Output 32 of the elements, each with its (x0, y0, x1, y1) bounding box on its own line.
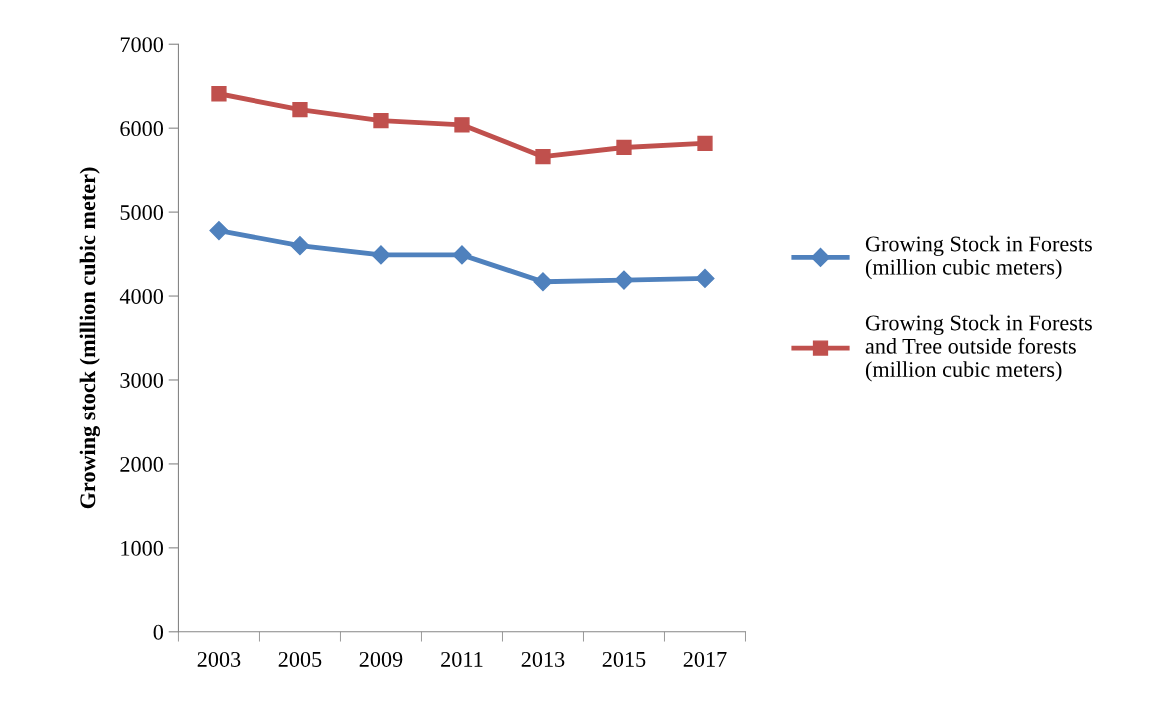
point (452, 245, 472, 265)
y-tick-label: 5000 (120, 205, 164, 221)
point (373, 112, 389, 129)
legend-label: Growing Stock in Forests (million cubic meters) (865, 235, 1092, 280)
y-axis-title: Growing stock (million cubic meter) (79, 167, 100, 509)
x-tick-label: 2017 (683, 651, 727, 667)
point (614, 270, 634, 290)
legend-label: Growing Stock in Forests and Tree outside forests (million cubic meters) (865, 314, 1092, 382)
point (454, 117, 470, 133)
point (211, 86, 227, 102)
y-tick-label: 2000 (120, 456, 164, 472)
x-tick-label: 2015 (602, 651, 646, 667)
point (695, 268, 715, 288)
y-tick-label: 3000 (120, 372, 164, 388)
x-tick-label: 2011 (441, 651, 483, 667)
x-tick-label: 2013 (521, 651, 565, 667)
y-tick-label: 4000 (119, 288, 164, 304)
y-tick-label: 1000 (121, 540, 164, 556)
point (209, 221, 229, 241)
x-tick-label: 2009 (359, 651, 403, 667)
point (535, 149, 551, 165)
x-tick-label: 2005 (278, 651, 322, 667)
y-tick-label: 7000 (120, 37, 164, 53)
y-tick-label: 6000 (120, 121, 164, 137)
point (371, 245, 391, 265)
point (697, 135, 713, 151)
x-tick-label: 2003 (197, 651, 241, 667)
point (533, 272, 553, 292)
point (292, 102, 308, 118)
point (290, 236, 310, 256)
y-tick-label: 0 (153, 624, 164, 640)
point (616, 139, 632, 156)
